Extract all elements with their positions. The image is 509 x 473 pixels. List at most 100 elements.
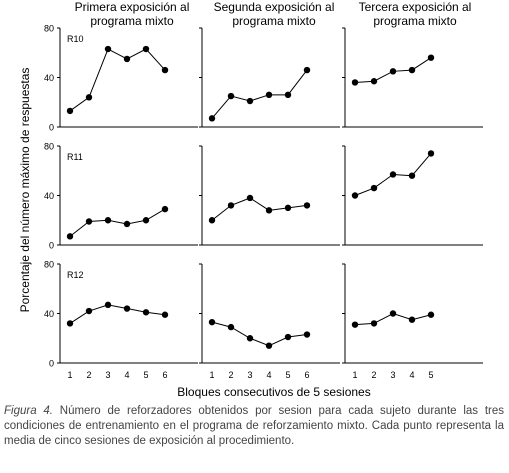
data-point (104, 301, 112, 309)
x-tick-label: 3 (105, 370, 110, 380)
x-tick-label: 1 (352, 370, 357, 380)
data-point (370, 320, 378, 327)
x-tick-label: 2 (371, 370, 376, 380)
data-point (161, 66, 169, 74)
data-point (85, 218, 93, 225)
series-line (69, 208, 166, 237)
data-point (227, 202, 235, 209)
data-point (427, 150, 435, 157)
data-point (142, 309, 150, 316)
panel-group: 0 40 80 0 40 80 0 40 80 R10 R11 R12 1 2 3 4 5 6 1 2 3 4 5 6 1 2 3 4… (44, 24, 483, 380)
y-tick-label: 0 (49, 359, 54, 369)
data-point (142, 217, 150, 224)
x-tick-label: 5 (285, 370, 290, 380)
caption-lead: Figura 4. (4, 405, 53, 417)
data-point (104, 217, 112, 224)
series-line (69, 304, 166, 324)
series-line (211, 321, 308, 347)
column-titles: Primera exposición al programa mixto Seg… (75, 0, 472, 28)
data-point (351, 192, 359, 199)
data-point (66, 107, 74, 115)
column-title-1-line-1: Primera exposición al (75, 0, 190, 14)
data-point (351, 321, 359, 328)
column-title-3-line-2: programa mixto (373, 14, 457, 28)
data-point (351, 79, 359, 86)
y-tick-label: 40 (44, 309, 54, 319)
x-tick-label: 5 (143, 370, 148, 380)
data-point (208, 318, 216, 326)
data-point (265, 207, 273, 214)
x-tick-label: 1 (67, 370, 72, 380)
data-point (246, 194, 254, 202)
y-tick-label: 80 (44, 142, 54, 152)
data-point (142, 45, 150, 53)
series-line (211, 69, 308, 119)
series-line (69, 48, 166, 112)
data-point (208, 217, 216, 224)
data-point (284, 204, 292, 212)
data-point (303, 66, 311, 74)
data-point (123, 220, 131, 228)
data-point (408, 172, 416, 179)
x-tick-label: 4 (409, 370, 414, 380)
data-point (389, 310, 397, 317)
column-title-3-line-1: Tercera exposición al (359, 0, 472, 14)
data-point (85, 307, 93, 315)
data-point (370, 184, 378, 192)
y-tick-label: 0 (49, 123, 54, 133)
data-point (427, 54, 435, 61)
data-point (389, 171, 397, 178)
data-point (246, 335, 254, 342)
data-point (408, 316, 416, 323)
data-point (66, 233, 74, 240)
data-point (66, 320, 74, 327)
column-title-2-line-1: Segunda exposición al (214, 0, 335, 14)
figure-panels: Primera exposición al programa mixto Seg… (18, 0, 483, 399)
data-point (161, 205, 169, 213)
y-tick-label: 0 (49, 241, 54, 251)
series-line (211, 197, 308, 221)
y-tick-label: 80 (44, 260, 54, 270)
x-tick-label: 4 (124, 370, 129, 380)
data-point (408, 66, 416, 74)
x-tick-label: 4 (266, 370, 271, 380)
column-title-2-line-2: programa mixto (232, 14, 316, 28)
data-point (246, 97, 254, 105)
x-tick-label: 1 (209, 370, 214, 380)
figure-caption: Figura 4. Número de reforzadores obtenid… (4, 404, 504, 449)
data-point (284, 333, 292, 341)
x-tick-label: 2 (86, 370, 91, 380)
column-title-1-line-2: programa mixto (90, 14, 174, 28)
data-point (227, 92, 235, 100)
caption-text: Número de reforzadores obtenidos por ses… (4, 405, 504, 447)
data-point (161, 311, 169, 318)
x-tick-label: 2 (228, 370, 233, 380)
data-point (208, 115, 216, 122)
data-point (265, 342, 273, 349)
data-point (123, 305, 131, 312)
data-point (123, 55, 131, 63)
row-label: R10 (67, 34, 84, 44)
x-tick-label: 3 (390, 370, 395, 380)
row-label: R11 (67, 152, 83, 162)
data-point (227, 323, 235, 331)
data-point (104, 45, 112, 53)
data-point (303, 331, 311, 338)
data-point (389, 68, 397, 75)
y-tick-label: 80 (44, 24, 54, 34)
x-axis-label: Bloques consecutivos de 5 sesiones (177, 385, 370, 399)
y-axis-label: Porcentaje del número máximo de respuest… (18, 68, 32, 313)
y-tick-label: 40 (44, 73, 54, 83)
data-point (427, 311, 435, 318)
x-tick-label: 6 (162, 370, 167, 380)
x-tick-label: 6 (304, 370, 309, 380)
data-point (303, 202, 311, 209)
data-point (284, 91, 292, 99)
data-point (370, 78, 378, 85)
data-point (85, 94, 93, 101)
row-label: R12 (67, 270, 84, 280)
y-tick-label: 40 (44, 191, 54, 201)
data-point (265, 91, 273, 99)
x-tick-label: 5 (428, 370, 433, 380)
x-tick-label: 3 (247, 370, 252, 380)
